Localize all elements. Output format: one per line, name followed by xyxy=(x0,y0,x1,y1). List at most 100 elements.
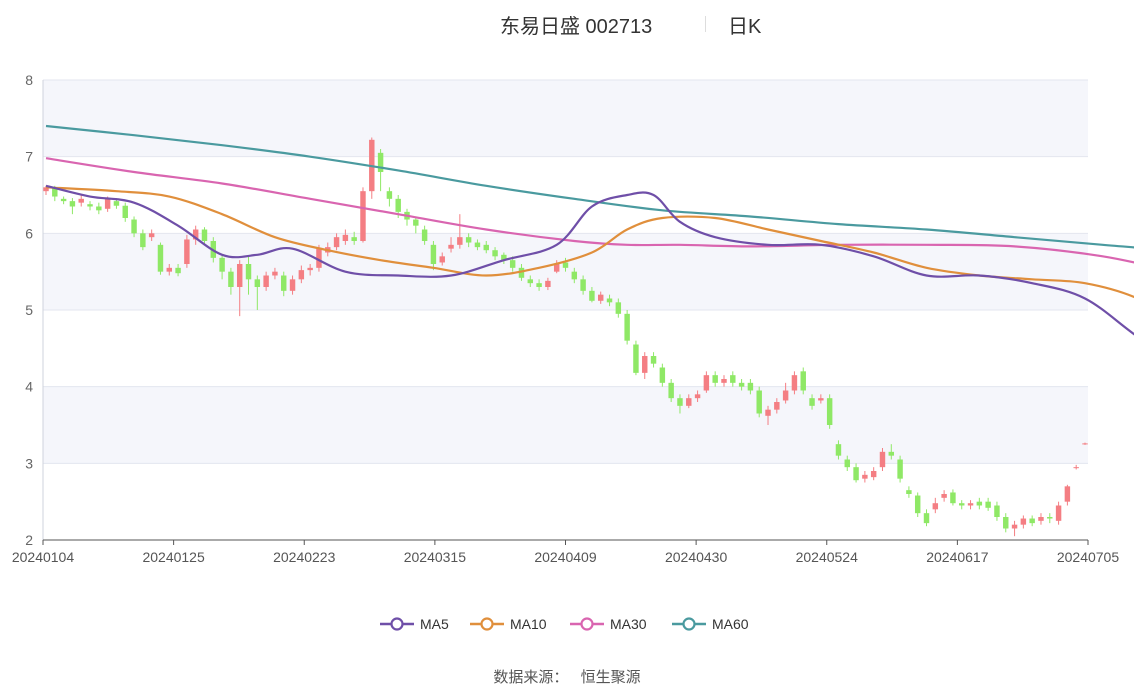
legend-item-ma10[interactable]: MA10 xyxy=(470,612,547,636)
candle-body xyxy=(518,267,525,278)
candle-body xyxy=(465,237,472,243)
candle-body xyxy=(738,382,745,387)
candle-body xyxy=(747,382,754,391)
legend-marker-icon xyxy=(470,617,504,631)
candle-body xyxy=(219,257,225,272)
candle-body xyxy=(844,459,850,468)
candle-body xyxy=(421,229,428,241)
legend-item-ma30[interactable]: MA30 xyxy=(570,612,647,636)
candle-body xyxy=(413,219,419,226)
chart-title: 东易日盛 002713 xyxy=(500,16,653,38)
candle-body xyxy=(483,244,489,251)
grid-band xyxy=(43,386,1088,464)
candle-body xyxy=(104,198,111,209)
chart-subtitle: 日K xyxy=(728,16,762,38)
candle-body xyxy=(800,371,806,391)
candle-body xyxy=(509,260,516,268)
candle-body xyxy=(245,264,252,280)
x-tick-label: 20240430 xyxy=(665,549,728,565)
candle-body xyxy=(976,501,983,506)
candle-body xyxy=(730,375,736,383)
candle-body xyxy=(959,503,965,506)
candle-body xyxy=(809,398,815,406)
candle-body xyxy=(914,495,921,514)
candle-body xyxy=(228,271,234,287)
ma5-line xyxy=(45,184,1134,336)
candle-body xyxy=(527,279,534,284)
candle-body xyxy=(60,198,67,202)
candle-body xyxy=(122,205,128,218)
y-tick-label: 8 xyxy=(25,72,33,88)
legend-item-ma5[interactable]: MA5 xyxy=(380,612,449,636)
candle-body xyxy=(782,390,789,401)
candle-body xyxy=(140,233,146,248)
candle-body xyxy=(96,206,102,211)
candle-body xyxy=(1029,518,1035,524)
candle-body xyxy=(756,390,762,414)
candle-body xyxy=(553,264,560,272)
x-tick-label: 20240705 xyxy=(1057,549,1120,565)
candle-body xyxy=(774,402,780,410)
candle-body xyxy=(923,513,930,524)
x-tick-label: 20240223 xyxy=(273,549,336,565)
title-separator xyxy=(705,16,706,32)
candle-body xyxy=(157,244,164,272)
ma60-line xyxy=(45,124,1134,249)
candle-body xyxy=(184,239,190,264)
candle-body xyxy=(175,267,181,274)
candle-body xyxy=(712,375,718,383)
candle-body xyxy=(201,229,208,241)
candle-body xyxy=(113,201,120,206)
candle-body xyxy=(606,298,613,303)
candle-body xyxy=(298,270,305,280)
candle-body xyxy=(985,501,991,508)
candle-body xyxy=(87,204,93,207)
candle-body xyxy=(694,394,701,399)
candle-body xyxy=(879,451,886,468)
candle-body xyxy=(1038,517,1044,521)
candle-body xyxy=(52,187,58,197)
candle-body xyxy=(1082,443,1088,445)
candle-body xyxy=(457,237,463,245)
candle-body xyxy=(721,379,727,383)
candle-body xyxy=(826,398,833,425)
x-tick-label: 20240315 xyxy=(404,549,467,565)
candle-body xyxy=(342,234,349,241)
candle-body xyxy=(1011,524,1018,529)
candle-body xyxy=(1055,505,1062,521)
candle-body xyxy=(281,275,287,291)
candle-body xyxy=(43,187,49,192)
y-tick-label: 3 xyxy=(25,455,33,471)
candle-body xyxy=(897,459,903,479)
candle-body xyxy=(677,398,683,406)
candle-body xyxy=(307,267,313,271)
candle-body xyxy=(1020,518,1027,525)
candle-body xyxy=(545,280,551,287)
x-tick-label: 20240125 xyxy=(142,549,205,565)
candle-body xyxy=(1003,517,1009,529)
candle-body xyxy=(967,503,974,506)
x-tick-label: 20240104 xyxy=(12,549,75,565)
ma10-line xyxy=(45,186,1134,299)
candle-body xyxy=(166,267,172,272)
candle-body xyxy=(650,356,657,364)
x-tick-label: 20240409 xyxy=(534,549,597,565)
candle-body xyxy=(941,494,947,498)
y-tick-label: 2 xyxy=(25,532,33,548)
candle-body xyxy=(439,256,445,263)
candle-body xyxy=(333,237,340,248)
candle-body xyxy=(659,367,666,383)
candle-body xyxy=(236,264,243,287)
candle-body xyxy=(703,375,710,391)
candle-body xyxy=(254,279,261,287)
candle-body xyxy=(668,382,674,399)
candle-body xyxy=(633,344,639,373)
x-tick-label: 20240524 xyxy=(796,549,859,565)
source-label: 数据来源： xyxy=(493,669,569,686)
legend-label: MA60 xyxy=(712,616,749,632)
data-source: 数据来源： 恒生聚源 xyxy=(0,666,1134,687)
y-tick-label: 7 xyxy=(25,149,33,165)
candle-body xyxy=(386,191,393,199)
legend-item-ma60[interactable]: MA60 xyxy=(672,612,749,636)
candle-body xyxy=(906,490,912,494)
